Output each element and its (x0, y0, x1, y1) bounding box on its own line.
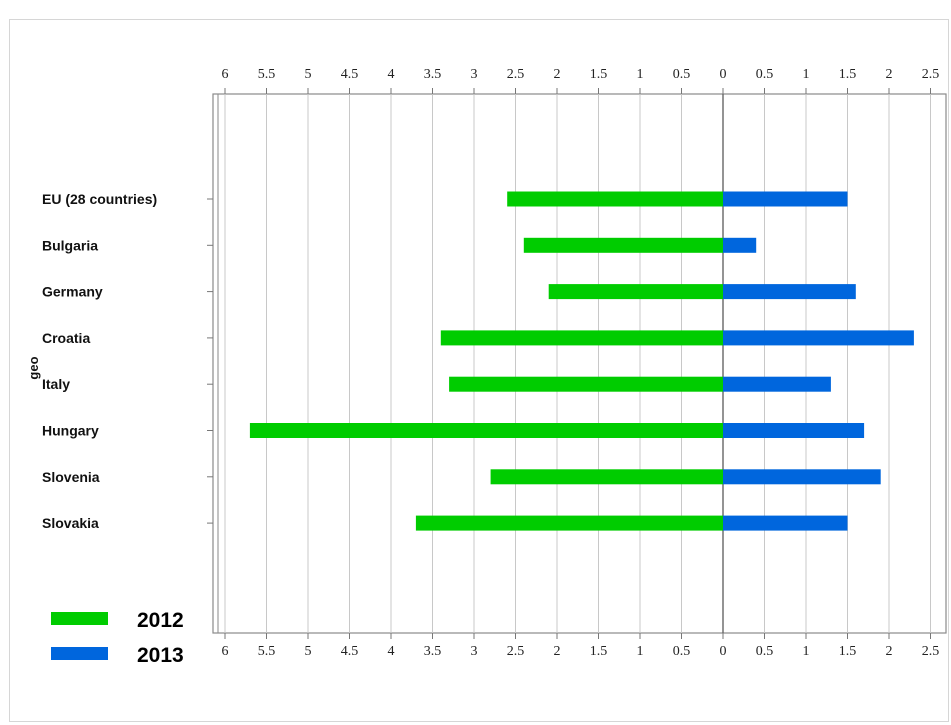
x-tick-label-top: 1 (803, 67, 810, 82)
bar-2013-croatia (723, 330, 914, 346)
x-tick-label-top: 5.5 (258, 67, 276, 82)
x-tick-label-bottom: 1 (637, 644, 644, 659)
x-tick-label-top: 4.5 (341, 67, 359, 82)
bar-2013-bulgaria (723, 237, 757, 253)
x-tick-label-bottom: 5.5 (258, 644, 276, 659)
bar-2013-hungary (723, 423, 865, 438)
y-axis-label: geo (26, 356, 41, 379)
x-tick-label-top: 2 (554, 67, 561, 82)
category-label: Hungary (42, 423, 99, 439)
legend-swatch-2013 (51, 647, 108, 660)
x-tick-label-bottom: 0.5 (756, 644, 774, 659)
x-tick-label-top: 2.5 (922, 67, 940, 82)
x-tick-label-bottom: 2 (886, 644, 893, 659)
bar-2012-slovenia (490, 469, 723, 485)
category-label: Croatia (42, 330, 90, 346)
x-tick-label-bottom: 1.5 (839, 644, 857, 659)
x-tick-label-top: 0 (720, 67, 727, 82)
bar-2013-eu-28-countries (723, 191, 848, 207)
bar-2013-italy (723, 376, 831, 392)
x-tick-label-bottom: 0 (720, 644, 727, 659)
x-tick-label-top: 1.5 (590, 67, 608, 82)
x-tick-label-bottom: 5 (305, 644, 312, 659)
chart-frame (9, 19, 949, 722)
x-tick-label-top: 3 (471, 67, 478, 82)
bar-2012-slovakia (415, 515, 723, 531)
x-tick-label-top: 1.5 (839, 67, 857, 82)
x-tick-label-bottom: 2.5 (922, 644, 940, 659)
x-tick-label-bottom: 3.5 (424, 644, 442, 659)
x-tick-label-top: 0.5 (756, 67, 774, 82)
x-tick-label-top: 2 (886, 67, 893, 82)
legend-label-2012: 2012 (137, 609, 184, 632)
bar-2012-hungary (249, 423, 723, 438)
bar-2012-germany (548, 284, 723, 300)
category-label: Italy (42, 376, 70, 392)
category-label: Slovakia (42, 515, 99, 531)
x-tick-label-top: 0.5 (673, 67, 691, 82)
x-tick-label-bottom: 1 (803, 644, 810, 659)
bar-2013-slovakia (723, 515, 848, 531)
x-tick-label-bottom: 0.5 (673, 644, 691, 659)
x-tick-label-top: 1 (637, 67, 644, 82)
category-label: EU (28 countries) (42, 191, 157, 207)
category-label: Slovenia (42, 469, 100, 485)
bar-2013-slovenia (723, 469, 881, 485)
x-tick-label-bottom: 6 (222, 644, 229, 659)
legend-swatch-2012 (51, 612, 108, 625)
plot-area (212, 93, 947, 634)
x-tick-label-top: 4 (388, 67, 395, 82)
bar-2013-germany (723, 284, 856, 300)
bar-2012-italy (449, 376, 723, 392)
x-tick-label-bottom: 1.5 (590, 644, 608, 659)
bar-2012-croatia (440, 330, 723, 346)
category-label: Bulgaria (42, 237, 98, 253)
x-tick-label-top: 5 (305, 67, 312, 82)
x-tick-label-top: 3.5 (424, 67, 442, 82)
x-tick-label-top: 2.5 (507, 67, 525, 82)
x-tick-label-bottom: 4 (388, 644, 395, 659)
x-tick-label-bottom: 3 (471, 644, 478, 659)
legend-label-2013: 2013 (137, 644, 184, 667)
bar-2012-eu-28-countries (507, 191, 723, 207)
x-tick-label-bottom: 2 (554, 644, 561, 659)
category-label: Germany (42, 284, 103, 300)
x-tick-label-bottom: 2.5 (507, 644, 525, 659)
x-tick-label-bottom: 4.5 (341, 644, 359, 659)
bar-2012-bulgaria (523, 237, 723, 253)
x-tick-label-top: 6 (222, 67, 229, 82)
